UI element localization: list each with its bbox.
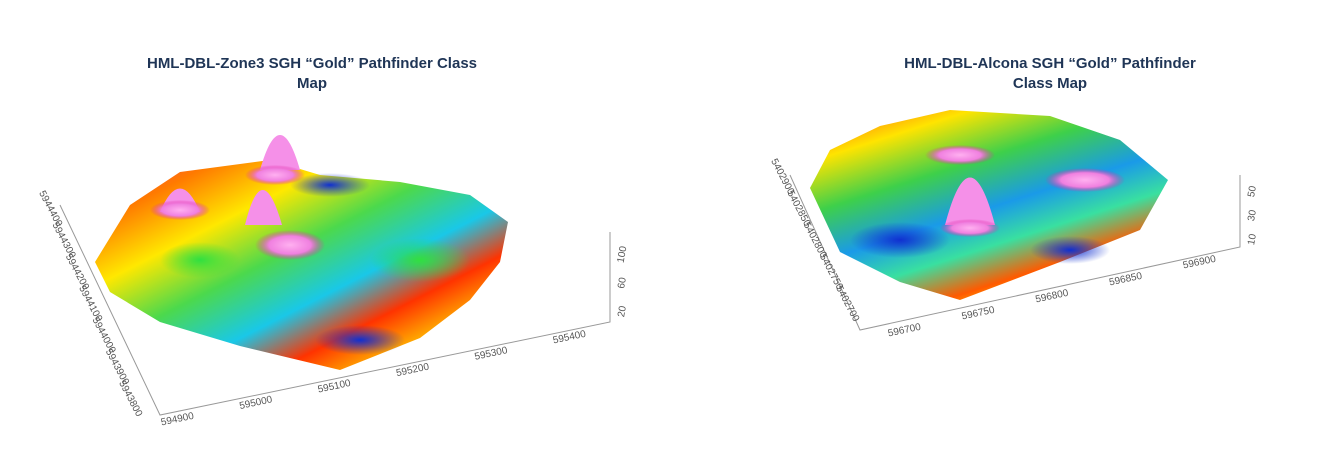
axis-tick-label: 30 <box>1246 209 1259 222</box>
axis-tick-label: 596900 <box>1182 254 1217 272</box>
surface-right <box>789 110 1241 331</box>
axis-tick-label: 595100 <box>317 378 352 396</box>
axis-tick-label: 10 <box>1246 233 1259 246</box>
axis-tick-label: 595400 <box>552 329 587 347</box>
axis-tick-label: 595300 <box>474 345 509 363</box>
axis-tick-label: 595200 <box>395 361 430 379</box>
axis-tick-label: 20 <box>616 305 629 318</box>
axis-tick-label: 595000 <box>238 394 273 412</box>
axis-tick-label: 50 <box>1246 185 1259 198</box>
surface-left <box>59 135 611 416</box>
axis-tick-label: 60 <box>616 276 629 289</box>
panel-title: HML-DBL-Alcona SGH “Gold” Pathfinder Clas… <box>904 55 1196 92</box>
axis-tick-label: 5402700 <box>833 284 861 324</box>
axis-tick-label: 100 <box>616 245 630 264</box>
panel-title: HML-DBL-Zone3 SGH “Gold” Pathfinder Clas… <box>147 55 477 92</box>
axis-tick-label: 596850 <box>1108 271 1143 289</box>
axis-tick-label: 5943800 <box>116 379 144 419</box>
axis-tick-label: 596700 <box>887 322 922 340</box>
axis-tick-label: 594900 <box>160 411 195 429</box>
